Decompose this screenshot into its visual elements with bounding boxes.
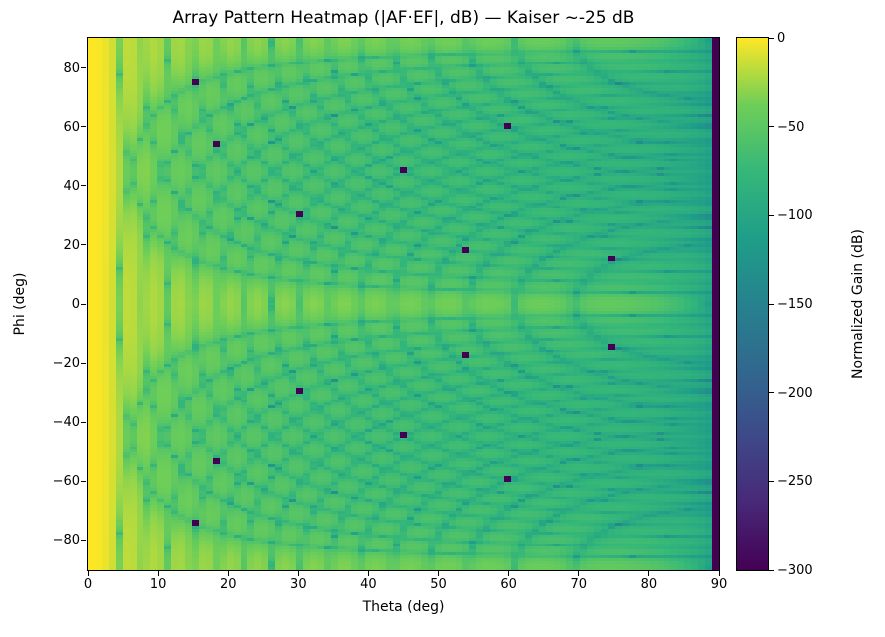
x-tick-label: 80 (640, 577, 658, 592)
y-axis-label: Phi (deg) (12, 272, 28, 336)
y-tick-label: 80 (63, 60, 80, 76)
colorbar-tick (769, 392, 774, 394)
x-tick-label: 0 (83, 577, 93, 592)
x-tick (367, 571, 369, 576)
y-tick (81, 244, 86, 246)
plot-border (87, 37, 720, 571)
y-tick (81, 126, 86, 128)
y-tick (81, 362, 86, 364)
x-axis-label: Theta (deg) (362, 599, 445, 615)
y-tick-label: −80 (52, 533, 80, 549)
x-tick-label: 60 (500, 577, 517, 592)
y-tick-label: −20 (52, 356, 80, 372)
colorbar-tick-label: −150 (777, 297, 813, 312)
x-tick (648, 571, 650, 576)
y-tick (81, 421, 86, 423)
y-tick (81, 303, 86, 305)
y-tick (81, 480, 86, 482)
x-tick (718, 571, 720, 576)
chart-title: Array Pattern Heatmap (|AF·EF|, dB) — Ka… (172, 8, 635, 28)
x-tick (157, 571, 159, 576)
x-tick-label: 40 (360, 577, 377, 592)
x-tick (508, 571, 510, 576)
x-tick-label: 70 (570, 577, 588, 592)
y-tick-label: −40 (52, 415, 80, 431)
y-tick (81, 185, 86, 187)
x-tick-label: 30 (290, 577, 307, 592)
x-tick (578, 571, 580, 576)
colorbar-tick-label: −100 (777, 208, 813, 224)
y-tick-label: −60 (52, 474, 80, 490)
colorbar-tick-label: 0 (777, 31, 786, 46)
x-tick-label: 20 (219, 577, 237, 592)
colorbar-border (736, 37, 769, 571)
y-tick (81, 67, 86, 69)
colorbar-tick (769, 303, 774, 305)
x-tick-label: 90 (710, 577, 728, 592)
colorbar-tick-label: −50 (777, 119, 805, 135)
x-tick (87, 571, 89, 576)
y-tick (81, 539, 86, 541)
x-tick (438, 571, 440, 576)
colorbar-canvas (737, 38, 768, 570)
x-tick (297, 571, 299, 576)
x-tick-label: 10 (149, 577, 167, 592)
colorbar-tick (769, 480, 774, 482)
colorbar-tick-label: −200 (777, 385, 813, 401)
x-tick-label: 50 (430, 577, 447, 592)
colorbar-tick (769, 214, 774, 216)
y-tick-label: 20 (63, 237, 80, 253)
x-tick (227, 571, 229, 576)
y-tick-label: 60 (63, 119, 80, 135)
y-tick-label: 0 (71, 297, 80, 312)
colorbar-tick (769, 126, 774, 128)
colorbar-tick-label: −250 (777, 474, 813, 490)
colorbar-tick (769, 569, 774, 571)
colorbar-tick-label: −300 (777, 563, 813, 578)
colorbar-label: Normalized Gain (dB) (850, 229, 866, 379)
y-tick-label: 40 (63, 178, 80, 194)
colorbar-tick (769, 37, 774, 39)
heatmap-canvas (88, 38, 719, 570)
